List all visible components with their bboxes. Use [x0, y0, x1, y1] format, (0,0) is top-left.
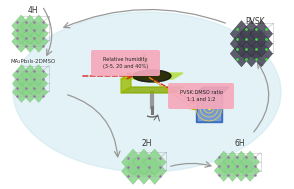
FancyBboxPatch shape	[168, 83, 234, 109]
Polygon shape	[21, 31, 39, 52]
Polygon shape	[240, 40, 263, 67]
Polygon shape	[230, 40, 253, 67]
Polygon shape	[196, 87, 229, 94]
Polygon shape	[29, 31, 48, 52]
Text: 4H: 4H	[28, 6, 38, 15]
Text: PVSK:DMSO ratio
1:1 and 1:2: PVSK:DMSO ratio 1:1 and 1:2	[180, 90, 223, 102]
Polygon shape	[121, 87, 183, 93]
Polygon shape	[21, 82, 39, 102]
Polygon shape	[21, 15, 39, 36]
Polygon shape	[29, 23, 48, 44]
Text: 6H: 6H	[235, 139, 245, 148]
Polygon shape	[21, 65, 39, 85]
Polygon shape	[230, 21, 253, 47]
Polygon shape	[12, 82, 31, 102]
Ellipse shape	[133, 70, 171, 82]
FancyBboxPatch shape	[91, 50, 160, 76]
Polygon shape	[241, 160, 260, 181]
Text: MA₂Pb₃I₈·2DMSO: MA₂Pb₃I₈·2DMSO	[10, 59, 56, 64]
Text: 2H: 2H	[142, 139, 152, 148]
Polygon shape	[121, 73, 131, 93]
Polygon shape	[12, 15, 31, 36]
Polygon shape	[132, 158, 155, 184]
Polygon shape	[223, 160, 242, 181]
Polygon shape	[12, 23, 31, 44]
Polygon shape	[230, 31, 253, 57]
Ellipse shape	[141, 73, 163, 80]
Polygon shape	[21, 73, 39, 94]
Polygon shape	[250, 21, 273, 47]
Polygon shape	[240, 21, 263, 47]
Polygon shape	[198, 96, 220, 120]
Polygon shape	[250, 31, 273, 57]
Polygon shape	[21, 23, 39, 44]
Polygon shape	[214, 151, 233, 173]
Polygon shape	[121, 158, 145, 184]
Polygon shape	[29, 65, 48, 85]
Polygon shape	[196, 94, 222, 122]
Polygon shape	[240, 31, 263, 57]
Polygon shape	[214, 160, 233, 181]
Polygon shape	[241, 151, 260, 173]
Polygon shape	[121, 73, 183, 79]
Text: Relative humidity
(3-5, 20 and 40%): Relative humidity (3-5, 20 and 40%)	[103, 57, 148, 69]
Polygon shape	[141, 57, 148, 64]
Text: PVSK: PVSK	[245, 17, 265, 26]
Polygon shape	[12, 31, 31, 52]
Polygon shape	[132, 149, 155, 175]
Polygon shape	[12, 65, 31, 85]
Ellipse shape	[13, 12, 281, 172]
Polygon shape	[143, 158, 166, 184]
Polygon shape	[250, 40, 273, 67]
Polygon shape	[143, 149, 166, 175]
Polygon shape	[29, 73, 48, 94]
Polygon shape	[29, 82, 48, 102]
Polygon shape	[12, 73, 31, 94]
Polygon shape	[223, 151, 242, 173]
Polygon shape	[121, 149, 145, 175]
Polygon shape	[29, 15, 48, 36]
Polygon shape	[232, 151, 251, 173]
Polygon shape	[232, 160, 251, 181]
